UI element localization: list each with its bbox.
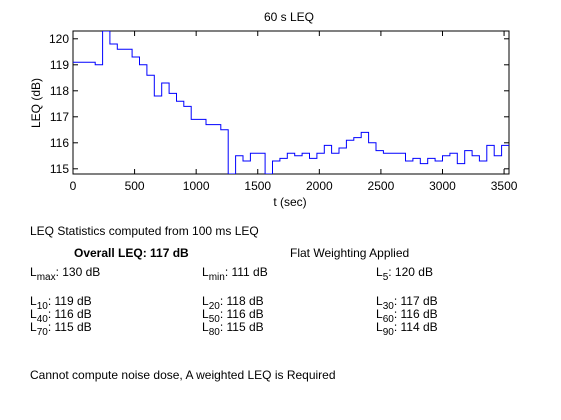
weighting-label: Flat Weighting Applied bbox=[290, 246, 410, 260]
stat-l5: L5: 120 dB bbox=[376, 265, 433, 283]
plot-area bbox=[72, 30, 510, 175]
stat-l80: L80: 115 dB bbox=[202, 320, 264, 338]
x-tick-label: 2000 bbox=[306, 179, 333, 193]
stat-lmax: Lmax: 130 dB bbox=[30, 265, 101, 283]
x-tick-label: 3000 bbox=[429, 179, 456, 193]
x-tick-label: 1500 bbox=[244, 179, 271, 193]
overall-leq: Overall LEQ: 117 dB bbox=[74, 246, 189, 260]
stat-l30: L30: 117 dB bbox=[376, 294, 438, 312]
y-tick-label: 120 bbox=[49, 32, 69, 46]
x-tick-label: 2500 bbox=[368, 179, 395, 193]
leq-chart: 60 s LEQ 115 116 117 118 119 120 0 500 1000 1500… bbox=[29, 10, 518, 209]
x-tick-label: 3500 bbox=[491, 179, 518, 193]
stat-l50: L50: 116 dB bbox=[202, 307, 264, 325]
stat-l90: L90: 114 dB bbox=[376, 320, 438, 338]
y-axis: 115 116 117 118 119 120 bbox=[49, 32, 509, 176]
stat-l40: L40: 116 dB bbox=[30, 307, 92, 325]
stats-heading: LEQ Statistics computed from 100 ms LEQ bbox=[30, 224, 259, 238]
x-axis-label: t (sec) bbox=[273, 195, 306, 209]
stat-l20: L20: 118 dB bbox=[202, 294, 264, 312]
y-tick-label: 117 bbox=[50, 110, 69, 124]
stat-l60: L60: 116 dB bbox=[376, 307, 438, 325]
noise-dose-note: Cannot compute noise dose, A weighted LE… bbox=[30, 368, 336, 382]
stat-lmin: Lmin: 111 dB bbox=[202, 265, 268, 283]
y-tick-label: 115 bbox=[50, 162, 69, 176]
x-tick-label: 0 bbox=[70, 179, 77, 193]
leq-series-line bbox=[73, 31, 509, 174]
y-tick-label: 116 bbox=[50, 136, 69, 150]
x-tick-label: 500 bbox=[125, 179, 145, 193]
x-tick-label: 1000 bbox=[183, 179, 210, 193]
x-axis: 0 500 1000 1500 2000 2500 3000 3500 bbox=[70, 31, 518, 193]
y-axis-label: LEQ (dB) bbox=[29, 78, 43, 128]
y-tick-label: 118 bbox=[50, 84, 69, 98]
y-tick-label: 119 bbox=[50, 58, 69, 72]
chart-title: 60 s LEQ bbox=[264, 10, 314, 24]
stat-l10: L10: 119 dB bbox=[30, 294, 92, 312]
stat-l70: L70: 115 dB bbox=[30, 320, 92, 338]
